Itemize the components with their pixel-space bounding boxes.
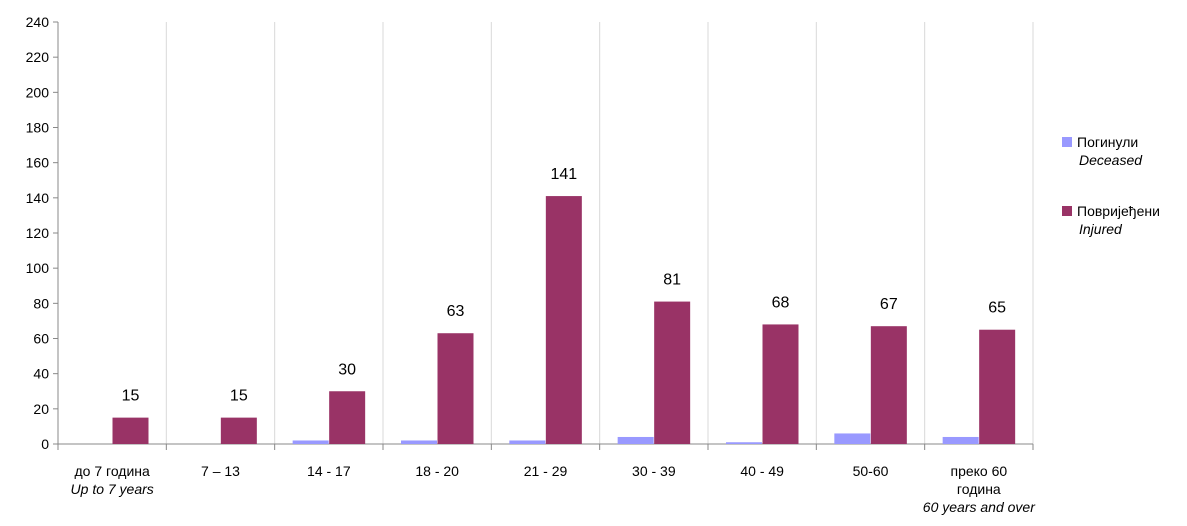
data-label-injured-7: 67 (880, 296, 898, 313)
y-tick-label-7: 140 (26, 190, 50, 206)
y-axis-ticks: 0 20 40 60 80 100 120 140 160 180 200 220 240 (26, 14, 58, 452)
legend-swatch-injured (1062, 206, 1072, 216)
bar-deceased-5 (617, 436, 654, 444)
x-tick-label-5: 30 - 39 (632, 463, 676, 479)
x-tick-label-3: 18 - 20 (415, 463, 459, 479)
bar-deceased-7 (834, 433, 871, 444)
bar-injured-8 (979, 329, 1016, 444)
y-tick-label-9: 180 (26, 120, 50, 136)
y-tick-label-2: 40 (33, 366, 49, 382)
data-label-injured-5: 81 (663, 272, 681, 289)
x-tick-label-7: 50-60 (853, 463, 889, 479)
y-tick-label-5: 100 (26, 260, 50, 276)
bar-injured-0 (112, 417, 149, 444)
y-tick-label-11: 220 (26, 49, 50, 65)
data-label-injured-3: 63 (447, 303, 465, 320)
x-tick-label-6: 40 - 49 (740, 463, 784, 479)
x-tick-sublabel-8: 60 years and over (923, 499, 1036, 515)
y-tick-label-6: 120 (26, 225, 50, 241)
bar-injured-7 (870, 326, 907, 444)
bar-deceased-3 (401, 440, 437, 444)
x-tick-label-1: 7 – 13 (201, 463, 240, 479)
y-tick-label-8: 160 (26, 155, 50, 171)
bar-injured-1 (220, 417, 257, 444)
gridlines (165, 22, 1034, 444)
bar-deceased-8 (942, 436, 979, 444)
bar-deceased-4 (509, 440, 546, 444)
y-tick-label-10: 200 (26, 84, 50, 100)
legend-label-injured: Повријеђени (1077, 203, 1160, 219)
y-tick-label-3: 60 (33, 331, 49, 347)
bar-deceased-2 (292, 440, 329, 444)
bar-injured-3 (437, 333, 474, 444)
legend-item-injured: Повријеђени Injured (1062, 202, 1187, 238)
x-axis-ticks: до 7 година Up to 7 years 7 – 13 14 - 17 18 … (57, 444, 1036, 515)
x-tick-label-8: преко 60 година (950, 463, 1007, 497)
x-tick-label-0: до 7 година (75, 463, 151, 479)
data-label-injured-6: 68 (772, 294, 790, 311)
y-tick-label-1: 20 (33, 401, 49, 417)
legend-label-deceased: Погинули (1077, 134, 1139, 150)
bars (112, 196, 1016, 444)
x-tick-sublabel-0: Up to 7 years (71, 481, 154, 497)
legend-sublabel-injured: Injured (1079, 221, 1122, 237)
legend-item-deceased: Погинули Deceased (1062, 133, 1187, 169)
data-label-injured-2: 30 (338, 361, 356, 378)
bar-injured-5 (654, 301, 691, 444)
x-tick-label-2: 14 - 17 (307, 463, 351, 479)
data-labels: 15 15 30 63 141 81 68 67 65 (122, 166, 1007, 405)
legend: Погинули Deceased Повријеђени Injured (1062, 133, 1187, 271)
y-tick-label-12: 240 (26, 14, 50, 30)
data-label-injured-1: 15 (230, 388, 248, 405)
x-tick-label-4: 21 - 29 (524, 463, 568, 479)
data-label-injured-8: 65 (988, 300, 1006, 317)
bar-injured-6 (762, 324, 799, 444)
bar-injured-2 (329, 391, 366, 444)
y-tick-label-4: 80 (33, 295, 49, 311)
data-label-injured-0: 15 (122, 388, 140, 405)
legend-sublabel-deceased: Deceased (1079, 152, 1143, 168)
bar-injured-4 (545, 196, 582, 444)
data-label-injured-4: 141 (550, 166, 577, 183)
legend-swatch-deceased (1062, 137, 1072, 147)
y-tick-label-0: 0 (41, 436, 49, 452)
bar-deceased-6 (726, 442, 762, 444)
